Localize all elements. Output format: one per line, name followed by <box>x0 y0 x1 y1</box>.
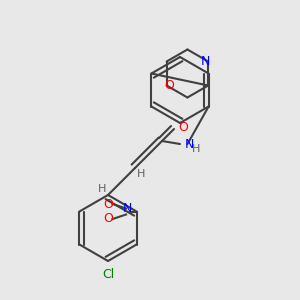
Text: O: O <box>103 197 113 211</box>
Text: O: O <box>103 212 113 226</box>
Text: H: H <box>98 184 106 194</box>
Text: H: H <box>137 169 145 179</box>
Text: H: H <box>192 143 200 154</box>
Text: N: N <box>184 137 194 151</box>
Text: O: O <box>178 121 188 134</box>
Text: N: N <box>123 202 132 215</box>
Text: O: O <box>165 79 175 92</box>
Text: Cl: Cl <box>102 268 114 281</box>
Text: N: N <box>200 55 210 68</box>
